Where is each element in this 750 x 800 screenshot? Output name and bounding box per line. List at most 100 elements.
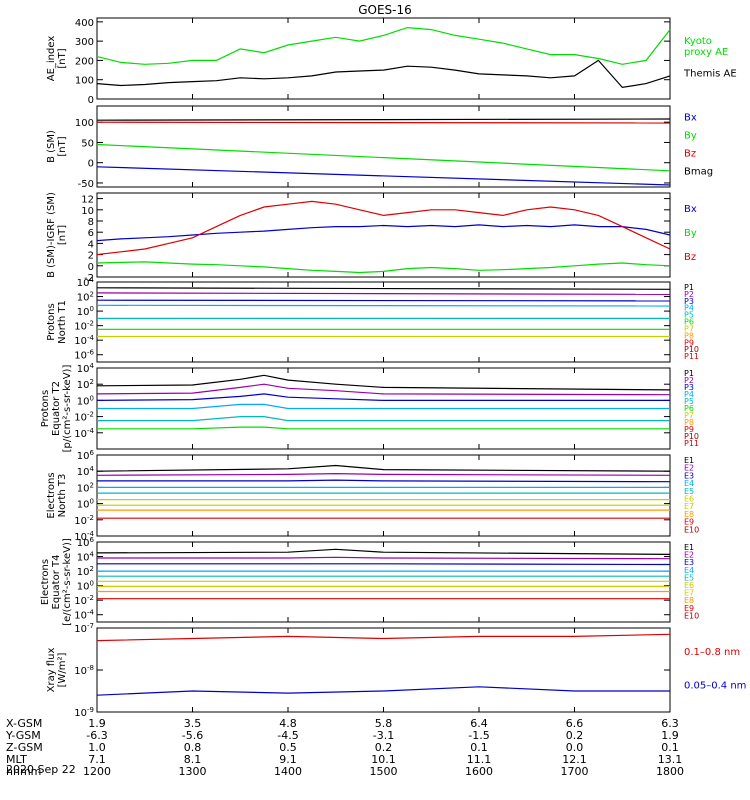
legend-entry: P4 <box>684 390 694 399</box>
y-tick-label: 10 <box>81 206 94 217</box>
ephemeris-value: 1200 <box>83 765 111 778</box>
ephemeris-value: 1500 <box>370 765 398 778</box>
legend-entry: E5 <box>684 487 694 496</box>
ephemeris-value: 3.5 <box>184 717 202 730</box>
legend-entry: P3 <box>684 383 694 392</box>
y-axis-label: [nT] <box>57 136 68 156</box>
legend-entry: E7 <box>684 589 694 598</box>
y-tick-label: 6 <box>88 228 94 239</box>
y-tick-label: 10-2 <box>74 514 94 527</box>
legend-entry: By <box>684 130 697 141</box>
series-line <box>96 118 671 121</box>
y-axis-label: North T3 <box>57 474 68 518</box>
y-tick-label: 104 <box>77 276 95 289</box>
series-line <box>97 556 671 560</box>
legend-entry: E4 <box>684 566 694 575</box>
ephemeris-value: 1700 <box>561 765 589 778</box>
ephemeris-value: 12.1 <box>562 753 587 766</box>
legend-entry: Bx <box>684 204 697 215</box>
panel-frame <box>96 627 671 713</box>
ephemeris-value: 1.0 <box>88 741 106 754</box>
legend-entry: proxy AE <box>684 47 728 58</box>
y-axis-label: Electrons <box>40 559 51 605</box>
series-line <box>96 143 671 172</box>
series-line <box>96 59 671 89</box>
panel-frame <box>96 454 671 537</box>
series-line <box>96 200 671 256</box>
y-axis-label: B (SM) <box>46 130 57 163</box>
y-tick-label: 0 <box>88 95 94 106</box>
panel-frame <box>96 105 671 188</box>
y-tick-label: 10-2 <box>74 594 94 607</box>
ephemeris-value: 0.8 <box>184 741 202 754</box>
ephemeris-value: 6.3 <box>661 717 679 730</box>
y-tick-label: 102 <box>77 291 94 304</box>
legend-entry: P8 <box>684 418 694 427</box>
legend-entry: P2 <box>684 376 694 385</box>
ephemeris-value: 0.1 <box>470 741 488 754</box>
legend-entry: E6 <box>684 581 694 590</box>
y-tick-label: 100 <box>75 118 94 129</box>
legend-entry: E10 <box>684 611 699 620</box>
ephemeris-value: 1600 <box>465 765 493 778</box>
ephemeris-value: 1400 <box>274 765 302 778</box>
y-tick-label: 300 <box>75 37 94 48</box>
legend-entry: P3 <box>684 297 694 306</box>
y-tick-label: 2 <box>88 251 94 262</box>
series-line <box>96 393 670 401</box>
y-axis-label: Electrons <box>46 472 57 518</box>
series-line <box>97 563 671 566</box>
y-tick-label: 106 <box>77 449 95 462</box>
panel-frame <box>96 17 671 100</box>
y-tick-label: -2 <box>84 273 94 284</box>
legend-entry: E6 <box>684 495 694 504</box>
legend-entry: Bz <box>684 148 696 159</box>
y-tick-label: 8 <box>88 217 94 228</box>
ephemeris-value: 13.1 <box>658 753 683 766</box>
legend-entry: P7 <box>684 324 694 333</box>
y-tick-label: 10-7 <box>74 622 94 635</box>
y-axis-label: Equator T2 <box>51 381 62 436</box>
series-line <box>96 548 671 556</box>
legend-entry: E3 <box>684 471 694 480</box>
series-line <box>96 304 671 307</box>
ephemeris-value: 0.2 <box>566 729 584 742</box>
ephemeris-value: 6.6 <box>566 717 584 730</box>
y-axis-label: [nT] <box>57 225 68 245</box>
series-line <box>96 472 671 476</box>
ephemeris-row-label: MLT <box>6 753 27 766</box>
ephemeris-value: 0.2 <box>375 741 393 754</box>
y-tick-label: 4 <box>88 239 94 250</box>
series-line <box>96 261 671 274</box>
legend-entry: E1 <box>684 456 694 465</box>
ephemeris-row-label: hhmm <box>6 765 41 778</box>
y-tick-label: 100 <box>77 394 94 407</box>
y-tick-label: 200 <box>75 56 94 67</box>
y-tick-label: 10-8 <box>74 664 94 677</box>
y-axis-label: [W/m²] <box>57 652 68 687</box>
ephemeris-value: 5.8 <box>375 717 393 730</box>
y-axis-label: Protons <box>40 390 51 427</box>
legend-entry: P7 <box>684 411 694 420</box>
legend-entry: E4 <box>684 479 694 488</box>
y-tick-label: 10-6 <box>74 349 94 362</box>
y-tick-label: 104 <box>77 362 95 375</box>
ephemeris-row-label: X-GSM <box>6 717 42 730</box>
legend-entry: E8 <box>684 596 694 605</box>
y-tick-label: 102 <box>77 565 94 578</box>
y-tick-label: 10-4 <box>74 609 94 622</box>
legend-entry: Bx <box>684 112 697 123</box>
series-line <box>97 479 671 483</box>
ephemeris-value: 4.8 <box>279 717 297 730</box>
y-tick-label: 0 <box>88 262 94 273</box>
legend-entry: By <box>684 228 697 239</box>
legend-entry: P4 <box>684 304 694 313</box>
series-line <box>96 686 670 696</box>
y-axis-label: B (SM)-IGRF (SM) <box>46 192 57 278</box>
